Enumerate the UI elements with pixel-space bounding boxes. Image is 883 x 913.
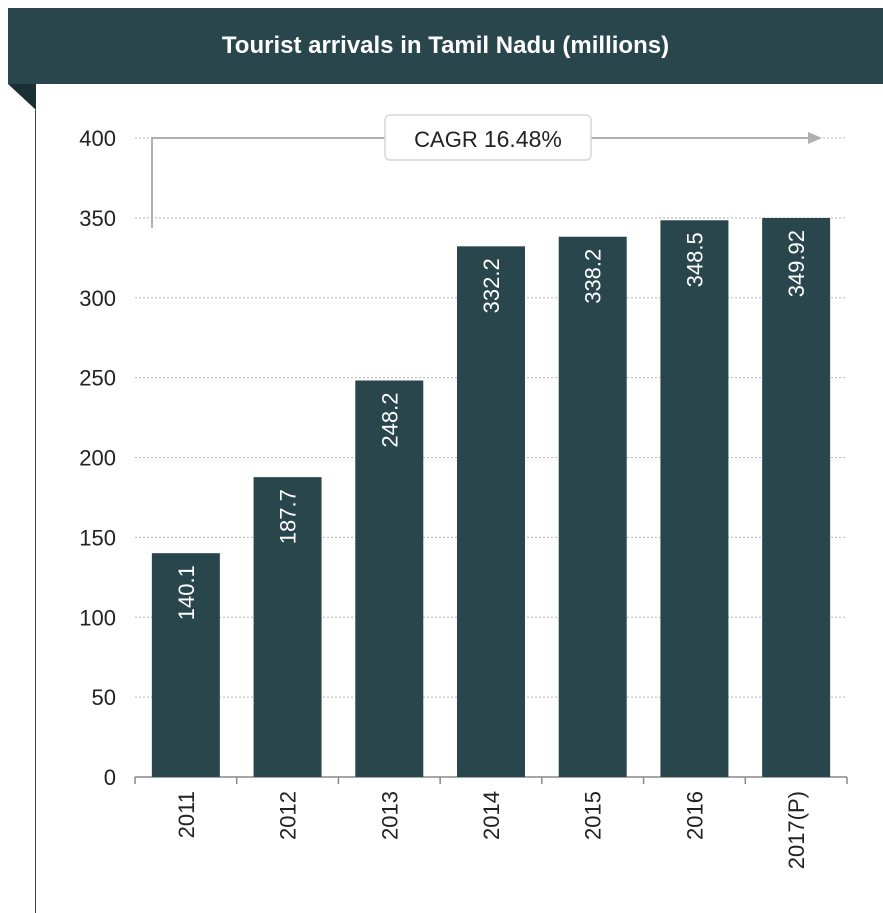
bar-value-label: 348.5 [682, 232, 707, 287]
bars: 140.1 187.7 248.2 332.2 338.2 348.5 349.92 [151, 218, 831, 778]
bar-value-label: 140.1 [174, 565, 199, 620]
y-tick-label: 50 [92, 685, 116, 710]
bar-value-label: 338.2 [581, 249, 606, 304]
x-tick-label: 2012 [276, 791, 301, 840]
y-tick-label: 300 [79, 286, 116, 311]
header-fold-corner [8, 84, 36, 110]
cagr-arrowhead-icon [808, 132, 822, 144]
bar-value-label: 332.2 [479, 258, 504, 313]
cagr-bracket-line [151, 137, 820, 228]
y-tick-label: 200 [79, 446, 116, 471]
bar-value-label: 248.2 [377, 393, 402, 448]
x-tick-label: 2014 [479, 791, 504, 840]
cagr-annotation: CAGR 16.48% [151, 114, 822, 228]
bar [151, 553, 220, 777]
y-tick-label: 100 [79, 605, 116, 630]
chart-header: Tourist arrivals in Tamil Nadu (millions… [8, 8, 883, 84]
cagr-text: CAGR 16.48% [414, 126, 562, 152]
x-tick-label: 2013 [377, 791, 402, 840]
header-background [8, 8, 883, 84]
x-tick-label: 2017(P) [784, 791, 809, 869]
y-tick-label: 400 [79, 126, 116, 151]
x-tick-label: 2011 [174, 791, 199, 838]
cagr-value: 16.48% [484, 126, 562, 152]
x-tick-label: 2015 [581, 791, 606, 840]
bar-value-label: 349.92 [784, 230, 809, 297]
y-tick-labels: 0 50 100 150 200 250 300 350 400 [79, 126, 116, 790]
bar [253, 477, 322, 777]
x-tick-labels: 2011 2012 2013 2014 2015 2016 2017(P) [174, 791, 809, 869]
bar [558, 236, 627, 778]
cagr-box [384, 114, 592, 161]
y-tick-label: 0 [104, 765, 116, 790]
y-tick-label: 150 [79, 525, 116, 550]
bar [457, 246, 525, 778]
chart-title: Tourist arrivals in Tamil Nadu (millions… [221, 32, 670, 59]
bar [762, 218, 831, 777]
y-tick-label: 350 [79, 206, 116, 231]
bar [660, 220, 729, 778]
x-tick-label: 2016 [682, 791, 707, 840]
y-tick-label: 250 [79, 366, 116, 391]
cagr-label: CAGR [414, 127, 478, 152]
bar-value-label: 187.7 [276, 489, 301, 544]
frame-left-line [35, 110, 36, 913]
axes [134, 776, 848, 784]
bar [355, 380, 424, 777]
